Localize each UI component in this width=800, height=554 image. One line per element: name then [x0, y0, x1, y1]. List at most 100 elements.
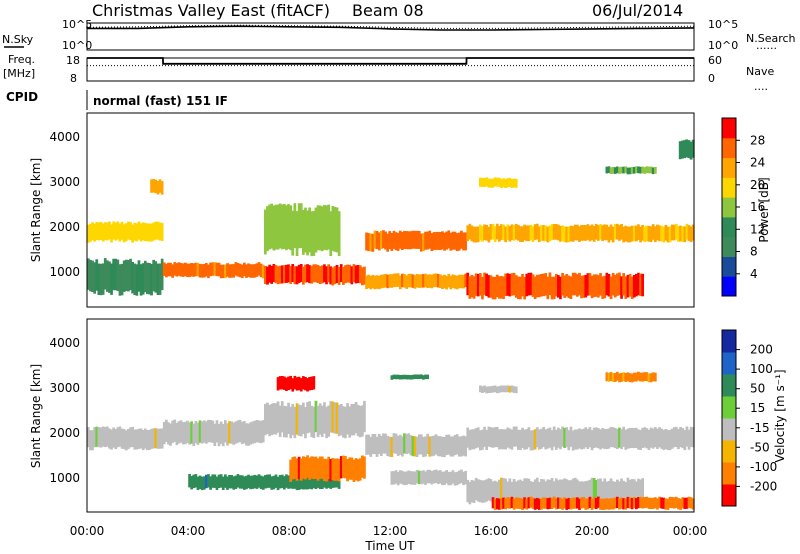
cell-5-23 [312, 211, 316, 256]
cell-8-90 [656, 224, 659, 241]
cell-4-40 [348, 264, 351, 283]
cell-5-6 [276, 204, 280, 250]
cell-8-63 [599, 224, 602, 240]
cell-6-27 [422, 233, 425, 252]
cell-11-38 [571, 497, 575, 509]
cell-9-72 [618, 272, 621, 296]
cell-9-14 [495, 274, 499, 298]
velocity-cb-tick-1: -100 [750, 460, 777, 474]
cell-11-19 [645, 166, 649, 173]
cell-8-23 [514, 223, 518, 240]
cell-12-4 [687, 140, 691, 159]
cell-4-53 [578, 428, 581, 449]
cell-8-22 [335, 458, 339, 481]
cell-11-21 [535, 497, 539, 510]
cell-4-27 [320, 265, 324, 284]
cell-11-6 [618, 167, 621, 174]
cell-0-21 [131, 426, 134, 447]
cell-1-27 [219, 421, 223, 444]
cell-4-11 [489, 427, 493, 448]
cell-3-42 [251, 264, 255, 278]
cell-8-0 [466, 225, 470, 242]
cell-4-83 [641, 427, 644, 448]
cell-6-2 [369, 233, 373, 252]
cell-8-36 [542, 225, 545, 241]
cell-5-5 [287, 376, 290, 390]
cell-7-25 [316, 474, 320, 488]
cell-10-20 [508, 478, 512, 501]
cell-8-41 [552, 224, 556, 240]
cell-12-15 [422, 375, 425, 380]
cell-9-4 [398, 470, 402, 484]
cell-2-28 [323, 402, 326, 434]
cell-5-0 [276, 377, 280, 391]
cell-1-41 [249, 422, 252, 445]
power-cb-swatch-2 [722, 236, 736, 257]
cell-6-17 [224, 474, 227, 488]
velocity-panel: 1000 2000 3000 4000 Slant Range [km] [29, 318, 695, 513]
cell-8-30 [529, 224, 533, 241]
cell-7-31 [329, 475, 333, 489]
cell-11-54 [605, 498, 609, 510]
cell-10-8 [483, 480, 486, 503]
cell-4-23 [312, 264, 316, 283]
cell-6-34 [259, 475, 263, 490]
cell-8-10 [310, 456, 314, 479]
cell-8-20 [331, 458, 335, 481]
cell-4-96 [668, 430, 672, 451]
cell-12-1 [392, 374, 396, 380]
cell-4-7 [278, 265, 282, 284]
cell-4-85 [645, 428, 649, 449]
cell-6-26 [420, 233, 423, 252]
cell-0-27 [143, 428, 147, 449]
cell-1-15 [118, 264, 122, 296]
cell-7-42 [453, 275, 457, 289]
cell-9-1 [392, 471, 396, 485]
cell-13-1 [481, 386, 484, 393]
cell-7-15 [396, 273, 400, 287]
cell-9-28 [449, 471, 453, 486]
cell-1-1 [165, 419, 168, 442]
cell-8-75 [624, 225, 628, 242]
cell-11-64 [626, 496, 630, 509]
cell-14-17 [641, 372, 644, 382]
cell-9-34 [538, 274, 541, 298]
cell-0-9 [106, 426, 109, 447]
cell-9-15 [498, 276, 501, 299]
cell-10-45 [561, 479, 564, 502]
power-ytick-3000: 3000 [49, 175, 80, 189]
cell-4-37 [544, 429, 548, 450]
cell-12-0 [678, 141, 682, 160]
cell-1-31 [228, 421, 231, 444]
power-ylabel: Slant Range [km] [29, 158, 43, 262]
cell-9-47 [565, 274, 569, 297]
cell-7-30 [327, 474, 330, 488]
cell-10-47 [565, 479, 569, 502]
cell-13-3 [485, 386, 488, 394]
cell-7-44 [457, 274, 461, 289]
power-cb-swatch-5 [722, 177, 736, 198]
cell-8-71 [616, 223, 619, 240]
cell-9-11 [489, 275, 493, 298]
cell-1-8 [179, 420, 183, 443]
cell-14-5 [616, 371, 619, 381]
cell-9-0 [466, 272, 470, 296]
cell-7-40 [449, 275, 453, 290]
cell-6-12 [213, 474, 217, 488]
cell-6-15 [396, 232, 400, 251]
cell-0-26 [141, 222, 145, 241]
cell-7-22 [411, 274, 415, 288]
cell-8-17 [502, 224, 505, 241]
cell-10-27 [523, 478, 526, 501]
cell-8-18 [327, 456, 330, 479]
cell-4-2 [268, 264, 271, 283]
cell-8-38 [546, 226, 550, 243]
cell-10-39 [548, 479, 552, 503]
cell-9-34 [462, 471, 465, 486]
cell-4-25 [316, 265, 320, 283]
cell-9-18 [504, 273, 507, 296]
cell-8-87 [649, 226, 653, 242]
cell-6-13 [392, 230, 396, 249]
cell-8-84 [643, 226, 647, 243]
cell-11-18 [643, 167, 647, 174]
